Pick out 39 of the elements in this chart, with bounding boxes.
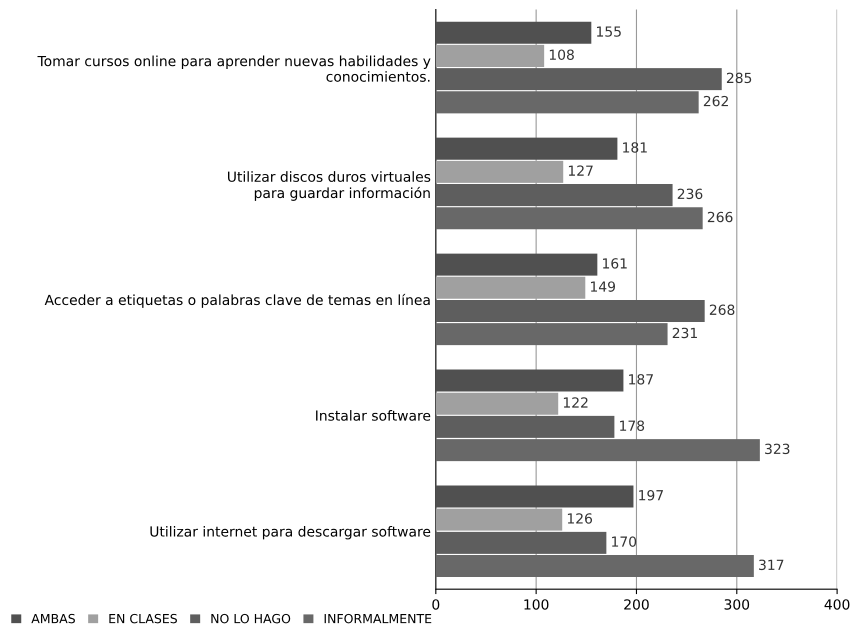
y-tick-label: Utilizar internet para descargar software (150, 526, 430, 540)
data-label: 155 (597, 26, 621, 37)
data-label: 187 (629, 374, 653, 385)
data-label: 127 (568, 165, 593, 176)
bar (436, 22, 592, 44)
y-tick-label: Acceder a etiquetas o palabras clave de temas en línea (44, 294, 430, 308)
data-label: 231 (672, 328, 697, 338)
bar (436, 138, 618, 160)
data-label: 161 (603, 258, 627, 269)
legend-label: INFORMALMENTE (324, 614, 432, 624)
data-label: 108 (550, 49, 574, 60)
bar (436, 485, 634, 508)
bar (436, 370, 624, 392)
data-label: 181 (623, 142, 647, 153)
data-label: 178 (620, 420, 644, 431)
data-label: 149 (590, 281, 615, 292)
data-label: 266 (708, 212, 732, 222)
legend-label: EN CLASES (109, 614, 177, 624)
data-label: 122 (564, 397, 588, 408)
x-tick-label: 200 (624, 599, 649, 610)
data-label: 197 (639, 490, 663, 501)
data-label: 170 (612, 536, 636, 547)
x-tick-label: 0 (432, 599, 440, 610)
bar (436, 254, 598, 276)
legend-label: AMBAS (31, 614, 75, 624)
data-label: 126 (568, 513, 592, 524)
data-label: 268 (710, 304, 734, 316)
data-label: 262 (704, 96, 728, 106)
x-tick-label: 300 (724, 599, 750, 610)
legend-label: NO LO HAGO (211, 614, 290, 624)
data-label: 236 (678, 188, 702, 200)
data-label: 285 (726, 72, 752, 84)
y-tick-label: Instalar software (316, 410, 430, 421)
data-label: 323 (765, 444, 790, 454)
y-tick-label: Utilizar discos duros virtuales para guardar información (228, 171, 430, 201)
y-tick-label: Tomar cursos online para aprender nuevas habilidades y conocimientos. (37, 56, 431, 82)
x-tick-label: 100 (524, 599, 548, 610)
data-label: 317 (759, 560, 784, 570)
x-tick-label: 400 (824, 599, 850, 610)
